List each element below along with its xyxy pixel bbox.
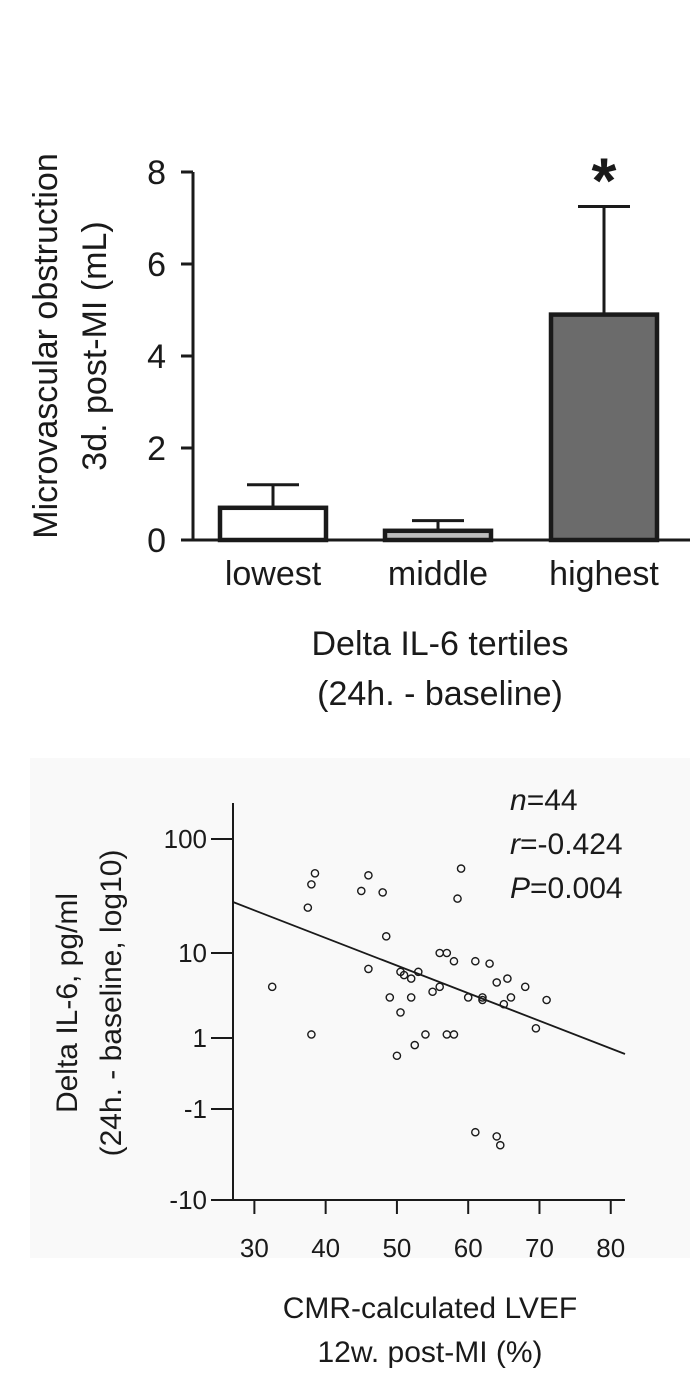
scatter-y-title-line1: Delta IL-6, pg/ml — [51, 893, 84, 1113]
scatter-point — [310, 869, 320, 878]
bar-y-title-line1: Microvascular obstruction — [27, 153, 65, 538]
scatter-y-tick-label: 10 — [178, 938, 207, 968]
scatter-y-title-line2: (24h. - baseline, log10) — [95, 850, 128, 1157]
scatter-point — [307, 1030, 316, 1039]
scatter-x-tick-label: 70 — [525, 1233, 554, 1263]
bar-y-tick-label: 0 — [147, 522, 166, 560]
scatter-point — [463, 993, 473, 1002]
bar-y-tick-label: 8 — [147, 154, 166, 192]
scatter-point — [506, 993, 516, 1002]
scatter-point — [406, 974, 416, 983]
scatter-point — [385, 993, 395, 1002]
scatter-point — [478, 995, 487, 1005]
scatter-x-title-line2: 12w. post-MI (%) — [317, 1336, 542, 1369]
trend-line — [232, 901, 626, 1055]
bar-x-tick-label: middle — [388, 555, 488, 593]
stat-line: n=44 — [510, 784, 578, 817]
scatter-point — [396, 1008, 405, 1017]
scatter-point — [520, 982, 530, 992]
scatter-x-tick-label: 60 — [454, 1233, 483, 1263]
scatter-x-tick-label: 30 — [240, 1233, 269, 1263]
scatter-point — [449, 956, 459, 966]
stat-symbol: n — [510, 784, 527, 817]
stat-line: P=0.004 — [510, 872, 623, 905]
scatter-point — [392, 1051, 402, 1061]
scatter-point — [471, 1127, 480, 1137]
panel-bar-chart: 0 2 4 6 8 * lowest middle highest Microvascula… — [27, 145, 690, 713]
scatter-point — [503, 974, 512, 983]
scatter-point — [442, 948, 452, 958]
scatter-point — [267, 982, 277, 992]
scatter-point — [410, 1040, 420, 1050]
stat-symbol: r — [510, 828, 521, 861]
scatter-y-tick-label: -10 — [169, 1185, 207, 1215]
scatter-point — [471, 956, 480, 966]
bar-y-tick-label: 4 — [147, 338, 166, 376]
bar-x-title-line2: (24h. - baseline) — [317, 675, 563, 713]
scatter-x-tick-label: 80 — [596, 1233, 625, 1263]
scatter-point — [406, 993, 416, 1002]
scatter-panel-background — [30, 758, 690, 1258]
bar-y-tick-label: 2 — [147, 430, 166, 468]
bar-highest — [548, 312, 660, 543]
scatter-point — [378, 888, 387, 897]
scatter-y-tick-label: 100 — [164, 824, 207, 854]
bar-y-title-line2: 3d. post-MI (mL) — [76, 221, 114, 470]
stat-symbol: P — [510, 872, 530, 905]
bar-middle — [382, 528, 494, 543]
scatter-point — [428, 987, 437, 997]
scatter-point — [307, 880, 316, 889]
scatter-point — [492, 1132, 502, 1141]
scatter-point — [303, 903, 313, 912]
scatter-point — [449, 1030, 459, 1039]
stat-value: =0.004 — [530, 872, 623, 905]
scatter-x-title-line1: CMR-calculated LVEF — [283, 1292, 578, 1325]
scatter-point — [399, 970, 409, 980]
scatter-point — [542, 995, 551, 1005]
scatter-point — [495, 1140, 505, 1150]
bar-lowest — [217, 505, 329, 543]
scatter-point — [485, 959, 494, 968]
scatter-point — [421, 1030, 430, 1039]
scatter-point — [435, 982, 444, 992]
scatter-point — [456, 864, 466, 873]
stat-value: =44 — [527, 784, 578, 817]
bar-x-tick-label: lowest — [225, 555, 322, 593]
significance-marker: * — [592, 145, 617, 217]
bar-x-tick-label: highest — [549, 555, 659, 593]
scatter-x-tick-label: 50 — [382, 1233, 411, 1263]
scatter-point — [414, 967, 423, 977]
scatter-point — [356, 886, 366, 896]
scatter-y-tick-label: -1 — [184, 1094, 207, 1124]
bar-y-tick-label: 6 — [147, 246, 166, 284]
scatter-point — [499, 999, 509, 1009]
scatter-point — [364, 871, 373, 880]
scatter-point — [492, 978, 502, 987]
scatter-point — [381, 932, 391, 941]
scatter-point — [364, 964, 373, 974]
scatter-y-tick-label: 1 — [193, 1023, 207, 1053]
stat-line: r=-0.424 — [510, 828, 623, 861]
scatter-x-tick-label: 40 — [311, 1233, 340, 1263]
scatter-point — [531, 1024, 541, 1033]
scatter-point — [453, 894, 462, 903]
stat-value: =-0.424 — [520, 828, 623, 861]
scatter-point — [478, 993, 487, 1002]
bar-x-title-line1: Delta IL-6 tertiles — [312, 625, 569, 663]
